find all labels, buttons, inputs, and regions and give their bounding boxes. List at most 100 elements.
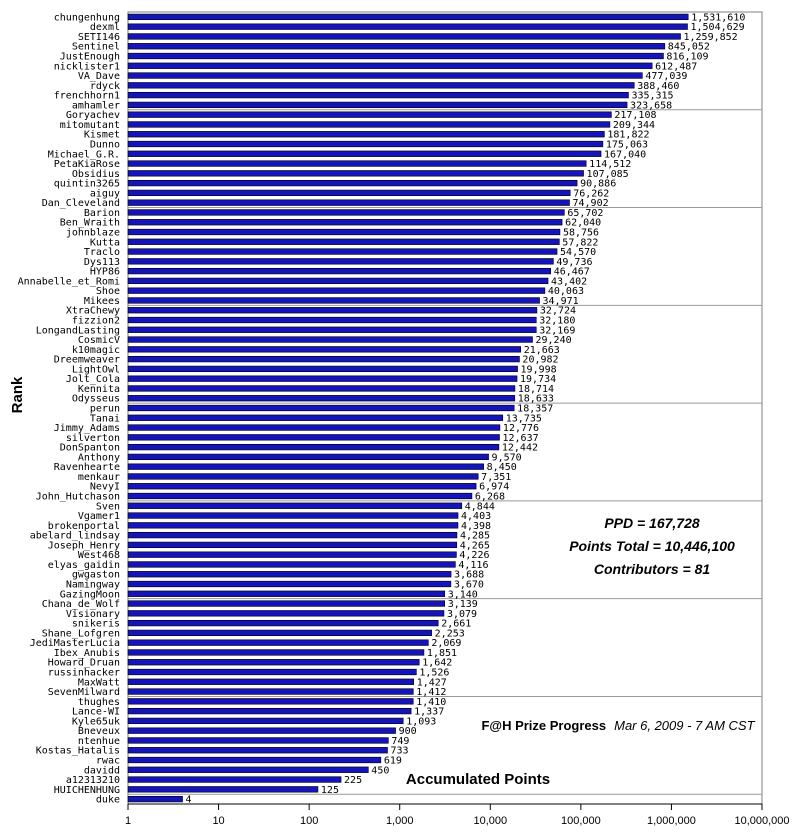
bar — [127, 336, 533, 343]
bar — [127, 688, 414, 695]
bar — [127, 23, 688, 30]
footer-caption: F@H Prize Progress Mar 6, 2009 - 7 AM CS… — [481, 717, 755, 734]
bar — [127, 619, 439, 627]
y-axis-title: Rank — [9, 376, 26, 413]
contributors-stat: Contributors = 81 — [594, 561, 711, 577]
value-label: 1,642 — [422, 658, 452, 669]
category-label: perun — [90, 404, 120, 415]
category-label: JustEnough — [60, 52, 120, 63]
category-label: johnblaze — [66, 228, 120, 239]
bar — [127, 101, 628, 109]
bar — [127, 346, 521, 353]
category-label: HYP86 — [90, 267, 120, 278]
value-label: 2,661 — [441, 619, 471, 630]
bar — [127, 375, 518, 382]
value-label: 1,337 — [414, 707, 444, 718]
bar — [127, 13, 689, 21]
value-label: 1,851 — [427, 648, 457, 659]
value-label: 9,570 — [492, 452, 522, 463]
bar — [127, 424, 501, 431]
bar — [127, 131, 605, 138]
bar — [127, 580, 452, 588]
value-label: 2,253 — [435, 628, 465, 639]
value-label: 13,735 — [506, 413, 542, 424]
value-label: 845,052 — [668, 42, 710, 53]
category-label: k10magic — [72, 345, 120, 356]
bar — [127, 668, 417, 676]
bar — [127, 531, 458, 539]
category-label: thughes — [78, 697, 120, 708]
value-label: 209,344 — [613, 120, 655, 131]
value-label: 12,442 — [502, 443, 538, 454]
category-label: Odysseus — [72, 394, 120, 405]
value-label: 4,116 — [458, 560, 488, 571]
value-label: 749 — [391, 736, 409, 747]
value-label: 12,776 — [503, 423, 539, 434]
category-label: aiguy — [90, 188, 120, 199]
bar — [127, 698, 414, 705]
category-label: Kismet — [84, 130, 120, 141]
bar — [127, 62, 653, 69]
x-tick-label: 100,000 — [561, 815, 601, 827]
value-label: 65,702 — [567, 208, 603, 219]
category-label: silverton — [66, 433, 120, 444]
x-tick-label: 10,000 — [473, 815, 507, 827]
x-tick-label: 10 — [212, 815, 224, 827]
value-label: 4,285 — [460, 531, 490, 542]
x-tick-label: 1 — [125, 815, 131, 827]
value-label: 1,410 — [416, 697, 446, 708]
category-label: PetaKiaRose — [54, 159, 120, 170]
category-label: Jimmy_Adams — [54, 423, 120, 434]
bar — [127, 91, 629, 99]
category-label: menkaur — [78, 472, 120, 483]
bar — [127, 502, 463, 509]
category-label: Michael_G.R. — [48, 149, 120, 160]
category-label: mitomutant — [60, 120, 120, 131]
category-label: Dunno — [90, 140, 120, 151]
value-label: 225 — [344, 775, 362, 786]
category-label: Annabelle_et_Romi — [18, 276, 120, 287]
bar — [127, 737, 389, 744]
category-label: Lance-WI — [72, 707, 120, 718]
value-label: 54,570 — [560, 247, 596, 258]
bar — [127, 395, 516, 402]
category-label: rdyck — [90, 81, 120, 92]
category-label: Obsidius — [72, 169, 120, 180]
category-label: CosmicV — [78, 335, 120, 346]
category-label: Joseph_Henry — [48, 540, 120, 551]
category-label: elyas_gaidin — [48, 560, 120, 571]
value-label: 19,998 — [521, 364, 557, 375]
category-label: John_Hutchason — [36, 492, 120, 503]
bar — [127, 443, 500, 451]
category-label: Goryachev — [66, 110, 120, 121]
x-tick-label: 10,000,000 — [734, 815, 789, 827]
bar — [127, 326, 537, 333]
value-label: 3,139 — [448, 599, 478, 610]
value-label: 58,756 — [563, 228, 599, 239]
category-label: a12313210 — [66, 775, 120, 786]
category-label: snikeris — [72, 619, 120, 630]
bar — [127, 199, 570, 206]
category-label: West468 — [78, 550, 120, 561]
ppd-stat: PPD = 167,728 — [604, 515, 700, 531]
value-label: 175,063 — [606, 140, 648, 151]
bar — [127, 561, 456, 568]
value-label: 3,670 — [454, 580, 484, 591]
category-label: Tanai — [90, 413, 120, 424]
value-label: 18,714 — [518, 384, 554, 395]
category-label: XtraChewy — [66, 306, 120, 317]
value-label: 21,663 — [524, 345, 560, 356]
x-axis: 1 10 100 1,000 10,000 100,000 1,000,000 10,000,… — [125, 803, 790, 827]
bar — [127, 189, 571, 197]
value-label: 4,226 — [459, 550, 489, 561]
value-label: 18,633 — [518, 394, 554, 405]
category-label: Chana_de_Wolf — [42, 599, 120, 610]
bar — [127, 258, 554, 265]
category-label: Dreemweaver — [54, 355, 120, 366]
x-tick-label: 1,000 — [386, 815, 414, 827]
value-label: 3,079 — [447, 609, 477, 620]
value-label: 1,531,610 — [691, 12, 745, 23]
category-label: Dys113 — [84, 257, 120, 268]
category-label: amhamler — [72, 100, 120, 111]
